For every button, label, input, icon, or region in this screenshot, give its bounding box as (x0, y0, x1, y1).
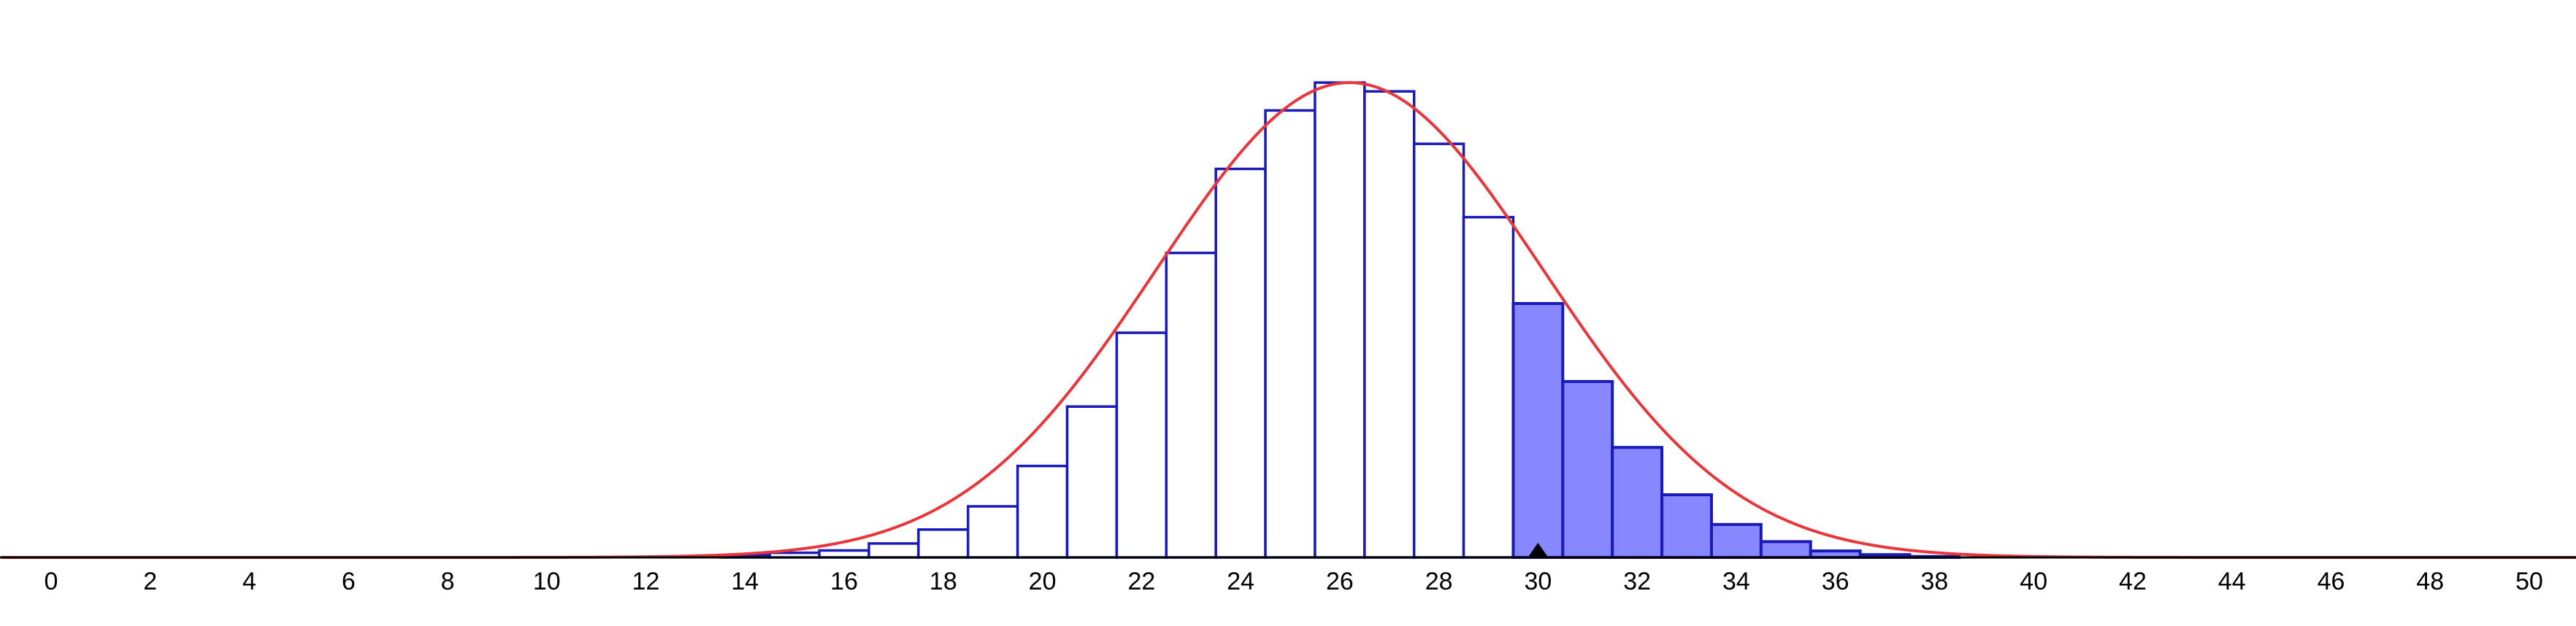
histogram-bar (917, 528, 970, 559)
x-tick-label: 44 (2218, 568, 2246, 595)
histogram-bar-shaded (1511, 302, 1565, 559)
histogram-bar-shaded (1561, 379, 1614, 559)
histogram-bar (867, 542, 920, 559)
x-tick-label: 16 (830, 568, 858, 595)
x-tick-label: 46 (2318, 568, 2345, 595)
x-tick-label: 24 (1227, 568, 1254, 595)
histogram-bar (1462, 215, 1515, 559)
histogram-bar (1115, 331, 1168, 559)
x-tick-label: 6 (342, 568, 356, 595)
x-tick-label: 14 (731, 568, 759, 595)
x-tick-label: 4 (242, 568, 256, 595)
x-tick-label: 2 (143, 568, 157, 595)
x-tick-label: 22 (1127, 568, 1155, 595)
histogram-bar-shaded (1709, 522, 1763, 560)
histogram-bar (1314, 81, 1366, 559)
x-tick-label: 20 (1029, 568, 1057, 595)
x-tick-label: 8 (441, 568, 455, 595)
x-tick-labels: 0 2 4 6 8 10 12 14 16 18 20 22 24 26 28 30 32 34 36 38 40 42 4… (45, 568, 2543, 595)
histogram-bar (1412, 142, 1465, 559)
x-tick-label: 28 (1425, 568, 1453, 595)
x-tick-label: 10 (533, 568, 561, 595)
x-tick-label: 32 (1623, 568, 1651, 595)
x-tick-label: 50 (2515, 568, 2543, 595)
x-tick-label: 0 (45, 568, 58, 595)
x-tick-label: 18 (929, 568, 957, 595)
histogram-bar (1264, 109, 1316, 559)
histogram-bar (1363, 90, 1416, 559)
histogram-bar (1065, 405, 1119, 559)
histogram-bar (1214, 167, 1267, 559)
x-tick-label: 26 (1326, 568, 1354, 595)
value-marker-triangle[interactable] (1527, 543, 1549, 557)
x-tick-label: 38 (1921, 568, 1949, 595)
histogram-bar (1016, 464, 1069, 559)
histogram-bar-shaded (1660, 493, 1713, 559)
histogram-bars (718, 81, 1961, 560)
histogram-bar (967, 505, 1019, 559)
x-tick-label: 30 (1524, 568, 1552, 595)
x-tick-label: 40 (2020, 568, 2047, 595)
histogram-bar-shaded (1611, 446, 1664, 559)
histogram-bar-shaded (1759, 540, 1812, 559)
marker-layer (1527, 543, 1549, 557)
x-tick-label: 48 (2416, 568, 2444, 595)
x-tick-label: 12 (632, 568, 660, 595)
x-tick-label: 42 (2119, 568, 2147, 595)
histogram-bar (1165, 251, 1217, 559)
x-tick-label: 34 (1722, 568, 1750, 595)
x-tick-label: 36 (1822, 568, 1849, 595)
